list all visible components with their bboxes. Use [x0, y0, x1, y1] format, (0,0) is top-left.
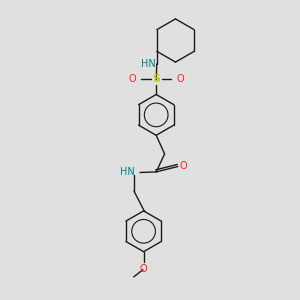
Text: O: O [128, 74, 136, 85]
Text: HN: HN [140, 58, 155, 69]
Text: HN: HN [120, 167, 135, 178]
Text: S: S [152, 74, 160, 85]
Text: O: O [140, 264, 147, 274]
Text: O: O [180, 160, 187, 171]
Text: O: O [176, 74, 184, 85]
